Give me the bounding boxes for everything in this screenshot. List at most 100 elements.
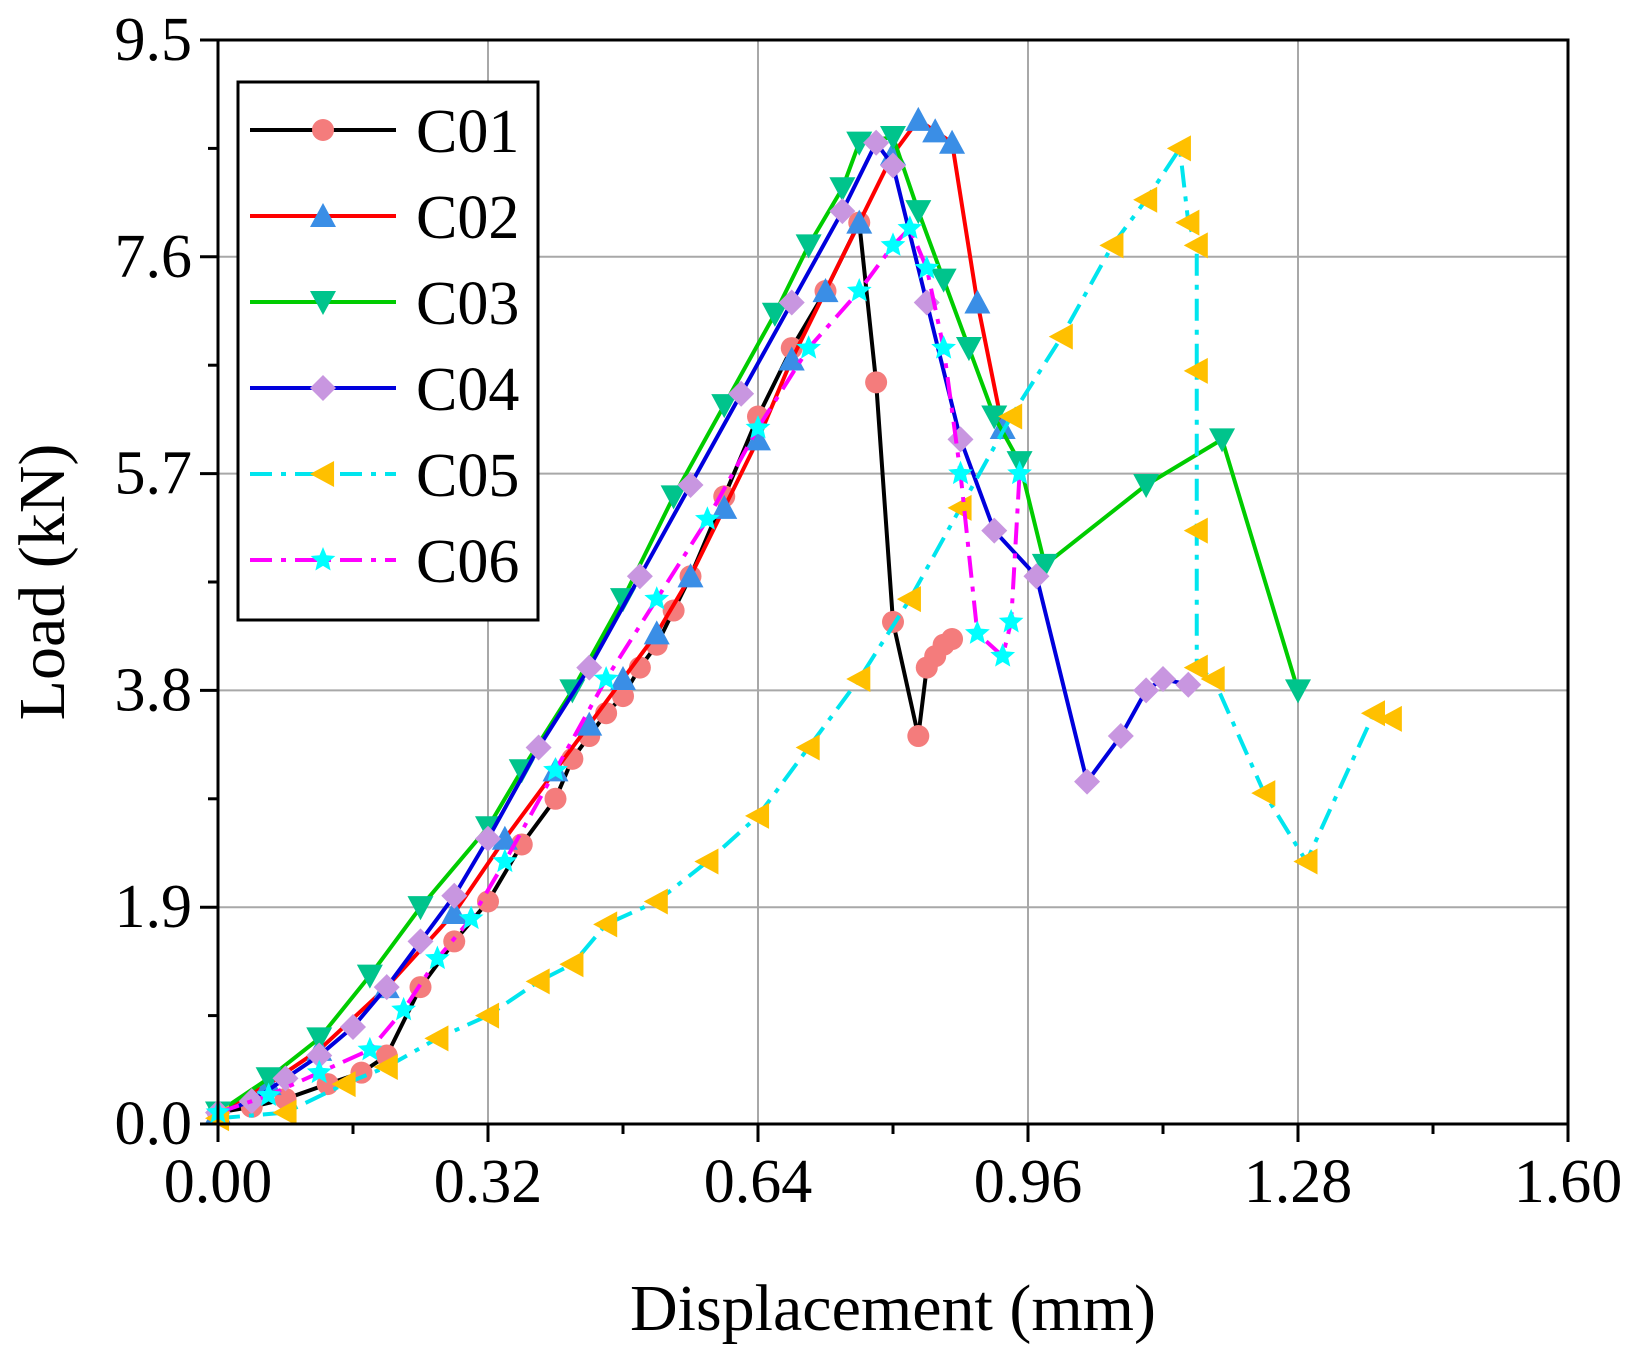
legend-item-c04: C04 bbox=[250, 356, 519, 424]
data-point-c02 bbox=[964, 289, 991, 314]
series-c04 bbox=[205, 129, 1202, 1126]
data-point-c05 bbox=[1133, 186, 1158, 213]
data-point-c05 bbox=[846, 665, 871, 692]
data-point-c06 bbox=[745, 414, 771, 439]
data-point-c05 bbox=[373, 1053, 398, 1080]
data-point-c04 bbox=[1074, 768, 1101, 795]
data-point-c04 bbox=[1150, 665, 1176, 692]
legend: C01 C02 C03 C04 C05 C06 bbox=[236, 80, 540, 622]
data-point-c06 bbox=[357, 1036, 383, 1061]
data-point-c04 bbox=[1175, 671, 1202, 698]
data-point-c05 bbox=[1175, 209, 1200, 236]
data-point-c04 bbox=[677, 472, 704, 499]
legend-item-c06: C06 bbox=[250, 528, 519, 596]
data-point-c06 bbox=[796, 335, 821, 359]
legend-box bbox=[236, 80, 540, 622]
series-c05 bbox=[205, 135, 1402, 1132]
x-tick-label: 0.00 bbox=[164, 1148, 273, 1216]
data-point-c01 bbox=[544, 787, 567, 810]
data-point-c05 bbox=[1360, 700, 1385, 727]
data-point-c05 bbox=[1183, 232, 1208, 259]
data-point-c01 bbox=[941, 628, 964, 651]
data-point-c04 bbox=[1107, 723, 1134, 750]
x-tick-label: 0.64 bbox=[704, 1148, 813, 1216]
data-point-c05 bbox=[559, 951, 584, 978]
legend-marker bbox=[310, 547, 336, 571]
data-point-c03 bbox=[306, 1027, 333, 1052]
data-point-c04 bbox=[1023, 563, 1050, 590]
data-point-c03 bbox=[930, 268, 957, 293]
data-point-c06 bbox=[990, 643, 1016, 667]
data-point-c05 bbox=[1166, 135, 1191, 162]
data-point-c05 bbox=[1099, 232, 1124, 259]
legend-item-c05: C05 bbox=[250, 442, 519, 510]
data-point-c03 bbox=[1031, 553, 1058, 578]
data-point-c06 bbox=[998, 608, 1024, 633]
x-tick-label: 1.60 bbox=[1514, 1148, 1623, 1216]
legend-label: C03 bbox=[416, 270, 519, 338]
legend-marker bbox=[310, 375, 336, 401]
y-tick-label: 9.5 bbox=[115, 6, 193, 74]
legend-marker bbox=[310, 290, 336, 315]
legend-item-c02: C02 bbox=[250, 184, 519, 252]
data-point-c06 bbox=[492, 848, 518, 873]
legend-marker bbox=[312, 119, 334, 141]
data-point-c05 bbox=[1183, 517, 1208, 544]
data-point-c06 bbox=[948, 460, 973, 485]
data-point-c04 bbox=[626, 563, 653, 590]
data-point-c04 bbox=[778, 289, 805, 316]
legend-marker bbox=[310, 461, 335, 487]
data-point-c03 bbox=[1133, 473, 1160, 499]
data-point-c05 bbox=[998, 403, 1023, 430]
data-point-c04 bbox=[576, 654, 603, 681]
y-tick-label: 3.8 bbox=[115, 656, 193, 724]
data-point-c02 bbox=[745, 426, 771, 451]
data-point-c06 bbox=[1007, 460, 1032, 485]
data-point-c06 bbox=[543, 757, 568, 781]
data-point-c03 bbox=[356, 964, 383, 989]
data-point-c03 bbox=[1209, 428, 1236, 453]
data-point-c02 bbox=[905, 106, 932, 131]
data-point-c02 bbox=[778, 346, 805, 371]
data-point-c06 bbox=[306, 1059, 332, 1084]
data-point-c03 bbox=[660, 485, 687, 510]
data-point-c02 bbox=[812, 278, 839, 303]
y-tick-label: 7.6 bbox=[115, 223, 193, 291]
axis-ticks bbox=[200, 38, 1570, 1142]
data-point-c04 bbox=[373, 974, 400, 1001]
x-tick-label: 0.96 bbox=[974, 1148, 1083, 1216]
legend-label: C01 bbox=[416, 98, 519, 166]
data-point-c05 bbox=[272, 1099, 297, 1126]
y-axis-label: Load (kN) bbox=[6, 444, 79, 721]
data-point-c05 bbox=[1293, 848, 1318, 875]
data-point-c05 bbox=[1377, 705, 1402, 732]
legend-marker bbox=[310, 203, 336, 228]
data-point-c06 bbox=[846, 278, 872, 302]
data-point-c04 bbox=[306, 1042, 333, 1069]
legend-item-c03: C03 bbox=[250, 270, 519, 338]
data-point-c03 bbox=[761, 302, 788, 327]
data-point-c06 bbox=[593, 665, 619, 690]
data-point-c06 bbox=[458, 905, 484, 930]
data-point-c05 bbox=[593, 911, 618, 938]
data-point-c05 bbox=[1048, 323, 1073, 350]
data-point-c05 bbox=[475, 1002, 500, 1029]
legend-label: C05 bbox=[416, 442, 519, 510]
data-point-c04 bbox=[475, 825, 501, 852]
series-layer bbox=[205, 106, 1402, 1132]
data-point-c01 bbox=[477, 890, 499, 913]
data-point-c01 bbox=[612, 685, 634, 708]
data-point-c06 bbox=[256, 1082, 281, 1106]
data-point-c04 bbox=[441, 882, 468, 909]
data-point-c05 bbox=[1183, 357, 1208, 384]
x-tick-label: 0.32 bbox=[434, 1148, 543, 1216]
data-point-c06 bbox=[391, 996, 416, 1021]
data-point-c04 bbox=[863, 129, 890, 156]
legend-label: C06 bbox=[416, 528, 519, 596]
data-point-c04 bbox=[525, 734, 552, 761]
data-point-c01 bbox=[865, 371, 888, 394]
data-point-c02 bbox=[677, 563, 704, 588]
x-tick-label: 1.28 bbox=[1244, 1148, 1353, 1216]
data-point-c03 bbox=[829, 177, 856, 202]
